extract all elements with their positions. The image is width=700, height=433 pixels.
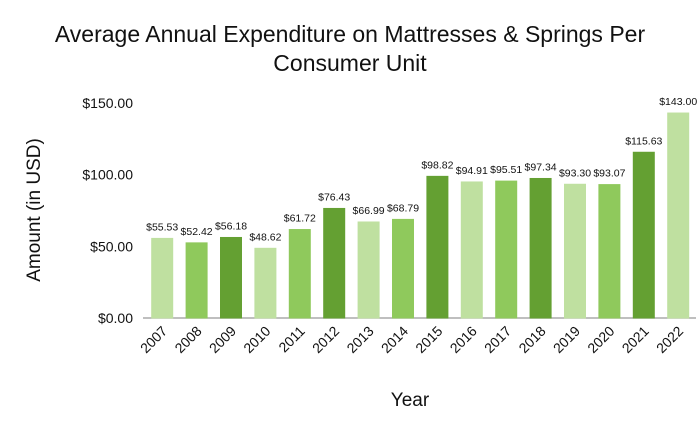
data-label: $68.79 — [387, 202, 419, 214]
data-label: $115.63 — [625, 135, 662, 147]
bar-2008 — [185, 242, 208, 319]
bar-2007 — [151, 237, 174, 319]
x-tick-label: 2016 — [447, 323, 480, 356]
bar-2021 — [632, 151, 655, 319]
bar-2020 — [598, 184, 621, 319]
y-tick-label: $50.00 — [90, 238, 133, 254]
x-tick-label: 2007 — [137, 323, 170, 356]
y-tick-label: $150.00 — [82, 95, 133, 111]
x-tick-label: 2017 — [481, 323, 514, 356]
bar-2009 — [220, 236, 242, 319]
x-tick-label: 2010 — [240, 323, 273, 356]
bar-2016 — [460, 181, 483, 319]
x-tick-label: 2008 — [171, 323, 204, 356]
bar-2018 — [529, 177, 552, 319]
bar-2013 — [357, 221, 380, 319]
x-tick-label: 2018 — [515, 323, 548, 356]
bar-2019 — [564, 183, 586, 319]
x-axis-label: Year — [391, 390, 430, 411]
data-label: $97.34 — [525, 161, 557, 173]
data-label: $76.43 — [318, 191, 350, 203]
bar-2012 — [323, 207, 346, 319]
data-label: $93.07 — [593, 168, 625, 180]
x-tick-label: 2019 — [550, 323, 583, 356]
bar-2011 — [288, 229, 311, 319]
data-label: $52.42 — [181, 226, 213, 238]
bar-2022 — [667, 112, 690, 319]
data-label: $56.18 — [215, 220, 247, 232]
data-label: $95.51 — [490, 164, 522, 176]
data-label: $94.91 — [456, 165, 488, 177]
y-tick-label: $0.00 — [98, 310, 133, 326]
x-tick-label: 2012 — [309, 323, 342, 356]
data-label: $93.30 — [559, 167, 591, 179]
bar-2017 — [495, 180, 518, 319]
x-tick-label: 2013 — [343, 323, 376, 356]
x-tick-label: 2009 — [206, 323, 239, 356]
data-label: $61.72 — [284, 213, 316, 225]
chart-title: Average Annual Expenditure on Mattresses… — [54, 21, 646, 76]
x-tick-label: 2021 — [619, 323, 652, 356]
x-tick-label: 2015 — [412, 323, 445, 356]
data-label: $48.62 — [249, 231, 281, 243]
data-label: $66.99 — [353, 205, 385, 217]
x-tick-label: 2020 — [584, 323, 617, 356]
x-tick-label: 2014 — [378, 323, 411, 356]
y-axis-label: Amount (in USD) — [24, 138, 45, 282]
data-label: $98.82 — [421, 159, 453, 171]
data-label: $55.53 — [146, 221, 178, 233]
data-label: $143.00 — [659, 96, 697, 108]
bar-2010 — [254, 247, 277, 319]
bar-2015 — [426, 175, 449, 319]
x-tick-label: 2011 — [275, 323, 308, 356]
x-tick-label: 2022 — [653, 323, 686, 356]
y-tick-label: $100.00 — [82, 167, 133, 183]
bar-2014 — [392, 218, 414, 319]
